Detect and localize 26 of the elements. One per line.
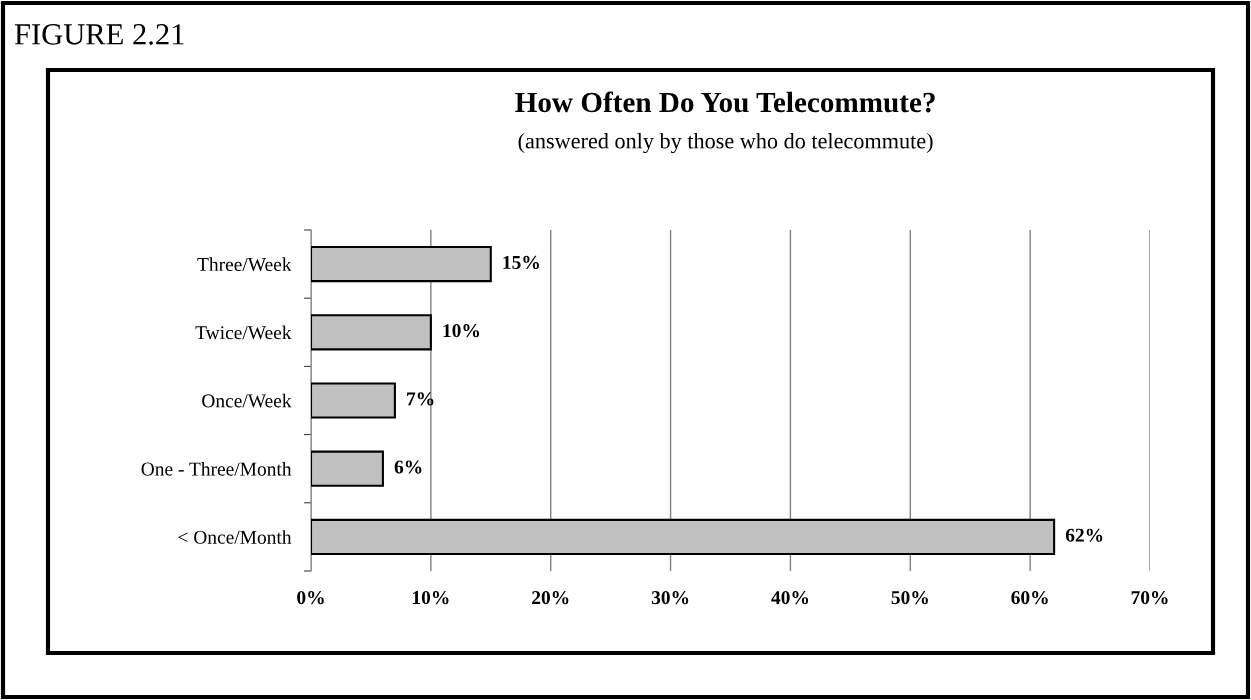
x-tick-label: 40% [771, 591, 809, 605]
caption: FIGURE 2.21 [14, 24, 184, 45]
x-tick-label: 10% [412, 591, 449, 605]
x-tick-label: 60% [1011, 591, 1048, 605]
x-tick-label: 70% [1131, 591, 1168, 605]
y-tick-label: < Once/Month [178, 530, 292, 544]
x-tick-label: 50% [891, 591, 928, 605]
x-tick-label: 30% [651, 591, 689, 605]
y-tick-label: Once/Week [202, 393, 292, 408]
data-label: 6% [394, 460, 422, 474]
data-label: 10% [443, 324, 480, 338]
x-tick-label: 20% [532, 591, 569, 605]
data-label: 62% [1065, 528, 1103, 542]
y-tick-label: One - Three/Month [141, 461, 292, 476]
bar [311, 518, 1056, 555]
y-tick-label: Twice/Week [195, 325, 292, 340]
bar [311, 382, 396, 419]
y-tick-label: Three/Week [197, 257, 292, 272]
data-label: 7% [407, 392, 434, 406]
chart-subtitle: (answered only by those who do telecommute) [518, 132, 933, 154]
bar [311, 450, 384, 487]
data-label: 15% [503, 255, 539, 270]
chart-title: How Often Do You Telecommute? [515, 91, 935, 113]
bar [311, 314, 432, 351]
bar [311, 246, 492, 283]
x-tick-label: 0% [297, 591, 324, 605]
